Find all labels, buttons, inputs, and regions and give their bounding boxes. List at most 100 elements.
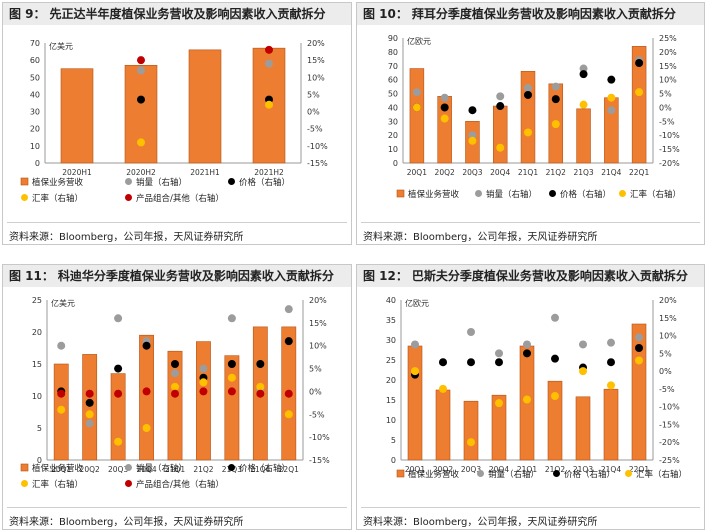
bar	[82, 354, 98, 461]
panel-title: 图 11： 科迪华分季度植保业务营收及影响因素收入贡献拆分	[3, 265, 351, 287]
scatter-point-mix	[284, 389, 293, 398]
scatter-point-price	[439, 358, 447, 367]
legend-label: 产品组合/其他（右轴）	[136, 193, 224, 204]
panel-title: 图 12： 巴斯夫分季度植保业务营收及影响因素收入贡献拆分	[357, 265, 704, 287]
scatter-point-fx	[579, 367, 587, 376]
scatter-point-fx	[551, 392, 559, 400]
source-divider	[7, 222, 347, 223]
y-tick-label: 70	[30, 39, 40, 48]
scatter-point-volume	[57, 341, 66, 350]
scatter-point-mix	[137, 56, 145, 65]
scatter-point-price	[496, 102, 505, 111]
bar	[60, 68, 94, 164]
x-tick-label: 20Q4	[490, 168, 510, 177]
y2-tick-label: -15%	[309, 456, 330, 465]
y2-tick-label: 0%	[309, 387, 322, 396]
panel-corteva: 图 11： 科迪华分季度植保业务营收及影响因素收入贡献拆分 0 5 10 15 20 25 -…	[2, 264, 352, 530]
y-tick-label: 70	[388, 62, 398, 71]
y-tick-label: 80	[388, 48, 398, 57]
legend-label: 汇率（右轴）	[32, 479, 83, 490]
scatter-point-mix	[142, 387, 151, 396]
legend-label: 销量（右轴）	[136, 177, 187, 188]
x-tick-label: 20Q4	[489, 465, 509, 474]
scatter-point-fx	[142, 424, 151, 432]
y-tick-label: 0	[35, 159, 40, 168]
source-note: 资料来源：Bloomberg，公司年报，天风证券研究所	[363, 517, 598, 528]
y-tick-label: 20	[386, 376, 396, 385]
legend-swatch-volume	[477, 470, 484, 477]
y2-tick-label: -15%	[659, 420, 680, 429]
scatter-point-fx	[523, 395, 531, 404]
source-divider	[361, 222, 700, 223]
scatter-point-fx	[439, 384, 447, 393]
y2-tick-label: 0%	[659, 367, 672, 376]
bar	[188, 49, 222, 164]
x-tick-label: 21Q1	[165, 465, 185, 474]
legend-swatch-volume	[125, 464, 132, 471]
scatter-point-volume	[551, 82, 560, 91]
bar	[196, 341, 211, 461]
panel-bayer: 图 10： 拜耳分季度植保业务营收及影响因素收入贡献拆分 0 10 20 30 40 50 6…	[356, 2, 705, 245]
x-tick-label: 20Q1	[407, 168, 427, 177]
chart-basf: 0 5 10 15 20 25 30 35 40 -25% -20% -15% -10% -5% 0% 5% 1…	[386, 296, 687, 480]
scatter-point-fx	[607, 93, 616, 102]
scatter-point-volume	[524, 84, 532, 92]
figure-label: 图 12：	[363, 269, 408, 283]
y-tick-label: 20	[388, 131, 398, 140]
scatter-point-fx	[412, 103, 421, 112]
legend-label: 销量（右轴）	[486, 189, 537, 200]
scatter-point-volume	[85, 419, 94, 428]
legend-swatch-mix	[125, 194, 132, 201]
y-tick-label: 10	[388, 145, 398, 154]
legend-label: 植保业务营收	[408, 469, 460, 480]
scatter-point-mix	[199, 387, 208, 396]
y2-tick-label: 10%	[307, 73, 325, 82]
x-tick-label: 21Q4	[601, 168, 621, 177]
y-tick-label: 40	[30, 90, 40, 99]
legend-swatch-price	[228, 464, 235, 471]
x-tick-label: 2021H2	[254, 168, 284, 177]
y-tick-label: 25	[32, 296, 42, 305]
scatter-point-price	[440, 103, 449, 112]
chart-title: 先正达半年度植保业务营收及影响因素收入贡献拆分	[49, 7, 326, 21]
panel-title: 图 9： 先正达半年度植保业务营收及影响因素收入贡献拆分	[3, 3, 351, 25]
legend-label: 汇率（右轴）	[630, 189, 681, 200]
scatter-point-fx	[468, 136, 477, 145]
y2-tick-label: 10%	[309, 342, 327, 351]
bar	[124, 64, 158, 164]
y-tick-label: 35	[386, 316, 396, 325]
y2-tick-label: -5%	[309, 410, 325, 419]
legend-swatch-price	[549, 190, 556, 197]
y-tick-label: 40	[386, 296, 396, 305]
x-tick-label: 20Q2	[80, 465, 100, 474]
scatter-point-volume	[137, 66, 145, 75]
x-tick-label: 20Q3	[462, 168, 482, 177]
chart-title: 科迪华分季度植保业务营收及影响因素收入贡献拆分	[57, 269, 334, 283]
scatter-point-price	[85, 398, 94, 407]
legend-label: 价格（右轴）	[560, 189, 611, 200]
scatter-point-fx	[284, 410, 293, 419]
chart-syngenta: 0 10 20 30 40 50 60 70 -15% -10% -5% 0% 5% 10% 15% 20% 亿…	[20, 39, 328, 204]
source-note: 资料来源：Bloomberg，公司年报，天风证券研究所	[9, 517, 244, 528]
scatter-point-fx	[256, 382, 265, 391]
scatter-point-fx	[579, 100, 588, 109]
y-tick-label: 5	[37, 424, 42, 433]
chart-bayer: 0 10 20 30 40 50 60 70 80 90 -20% -15% -10% -5% 0% 5% 10…	[388, 34, 681, 200]
scatter-point-volume	[579, 64, 588, 73]
x-tick-label: 21Q4	[601, 465, 621, 474]
legend-swatch-volume	[475, 190, 482, 197]
legend-swatch-price	[228, 178, 235, 185]
x-tick-label: 2020H2	[126, 168, 156, 177]
source-divider	[361, 507, 700, 508]
scatter-point-price	[137, 95, 145, 104]
legend-label: 销量（右轴）	[136, 463, 187, 474]
scatter-point-price	[607, 358, 615, 367]
scatter-point-fx	[635, 356, 643, 365]
y2-tick-label: 5%	[659, 349, 672, 358]
y2-tick-label: -15%	[659, 145, 680, 154]
bar	[435, 389, 451, 461]
scatter-point-volume	[227, 314, 236, 323]
bar	[110, 373, 126, 461]
y2-tick-label: -15%	[307, 159, 328, 168]
scatter-point-volume	[171, 369, 179, 378]
